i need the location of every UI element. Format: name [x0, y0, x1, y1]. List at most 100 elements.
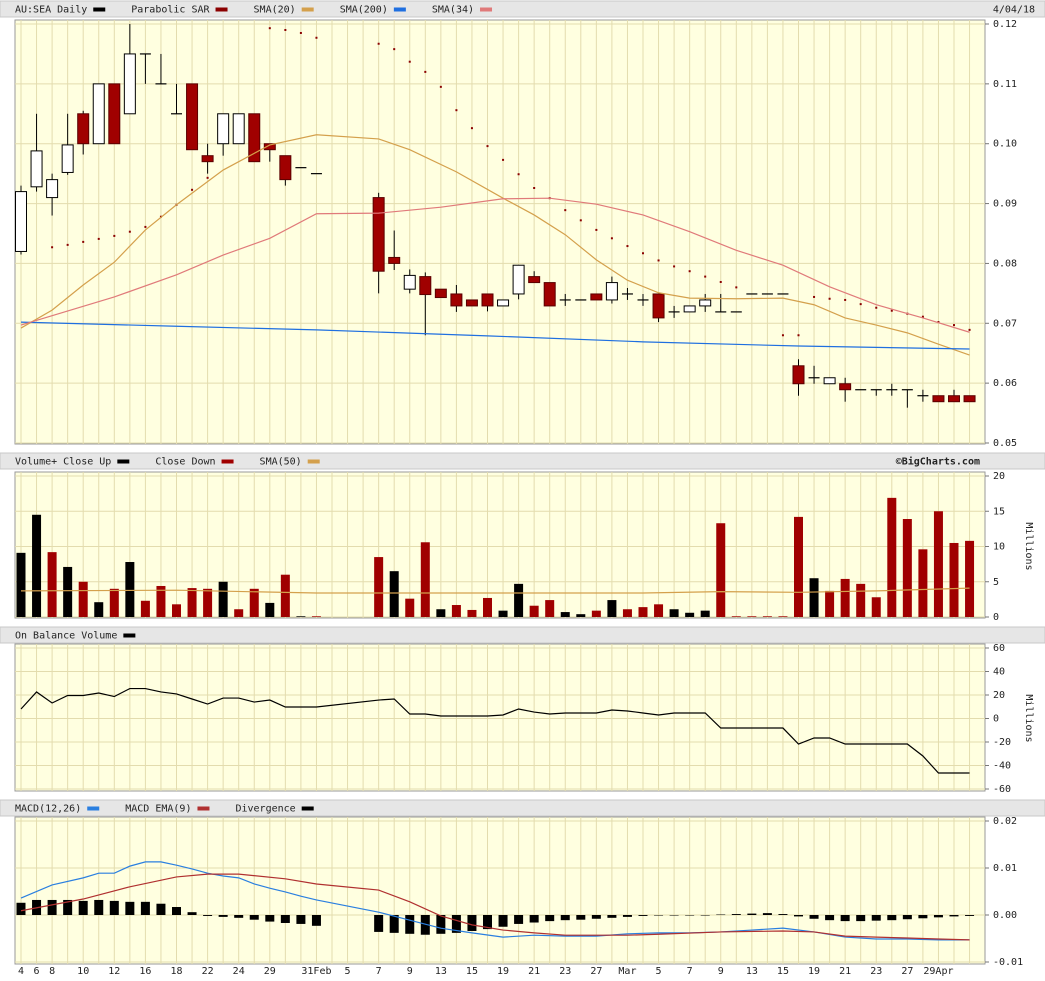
- bar: [420, 915, 430, 935]
- bar: [47, 899, 57, 915]
- x-tick-label: 19: [497, 966, 509, 977]
- bar: [529, 605, 539, 617]
- y-tick-label: 0.10: [993, 139, 1017, 150]
- sar-dot: [206, 176, 209, 179]
- bar: [63, 566, 73, 617]
- legend-swatch: [93, 7, 106, 12]
- x-tick-label: 29: [264, 966, 276, 977]
- bar: [187, 912, 197, 915]
- bar: [436, 609, 446, 617]
- bar: [296, 616, 306, 617]
- bar: [731, 616, 741, 617]
- y-axis-label: Millions: [1023, 694, 1034, 742]
- bar: [249, 915, 259, 920]
- sar-dot: [735, 286, 738, 289]
- sar-dot: [533, 187, 536, 190]
- bar: [296, 915, 306, 924]
- panel-header: [0, 799, 1045, 817]
- bar: [965, 540, 975, 617]
- bar: [467, 915, 477, 931]
- legend-label: SMA(200): [340, 5, 388, 16]
- bar: [249, 588, 259, 617]
- bar: [78, 581, 88, 617]
- sar-dot: [517, 173, 520, 176]
- series-line: [20, 587, 970, 594]
- x-tick-label: 18: [170, 966, 182, 977]
- candle-body: [388, 256, 401, 264]
- legend-label: AU:SEA Daily: [15, 5, 87, 16]
- sar-dot: [859, 303, 862, 306]
- bar: [685, 612, 695, 617]
- candle-body: [590, 293, 603, 301]
- bar: [374, 915, 384, 932]
- bar: [436, 915, 446, 934]
- sar-dot: [688, 270, 691, 273]
- bar: [545, 600, 555, 617]
- sar-dot: [875, 306, 878, 309]
- legend-swatch: [215, 7, 228, 12]
- x-tick-label: 16: [139, 966, 151, 977]
- bar: [203, 588, 213, 617]
- credit: ©BigCharts.com: [896, 456, 980, 468]
- candle-body: [372, 197, 385, 272]
- bar: [871, 915, 881, 921]
- candle-body: [108, 83, 121, 145]
- candle-body: [434, 288, 447, 299]
- bar: [622, 915, 632, 917]
- sar-dot: [97, 237, 100, 240]
- bar: [156, 903, 166, 915]
- legend-swatch: [307, 459, 320, 464]
- candle-body: [248, 113, 261, 163]
- bar: [965, 915, 975, 916]
- bar: [280, 915, 290, 923]
- candle-body: [792, 365, 805, 385]
- bar: [405, 915, 415, 934]
- bar: [389, 571, 399, 617]
- y-tick-label: 10: [993, 542, 1005, 553]
- bar: [560, 915, 570, 921]
- y-tick-label: -40: [993, 761, 1011, 772]
- candle-body: [403, 274, 416, 290]
- y-tick-label: 0.05: [993, 438, 1017, 449]
- legend-label: SMA(34): [432, 5, 474, 16]
- bar: [467, 609, 477, 617]
- x-tick-label: 7: [376, 966, 382, 977]
- candle-body: [61, 144, 74, 173]
- series-line: [20, 687, 970, 774]
- series-line: [20, 197, 970, 333]
- x-tick-label: Mar: [618, 966, 636, 977]
- x-tick-label: 5: [345, 966, 351, 977]
- bar: [311, 616, 321, 617]
- legend-swatch: [480, 7, 493, 12]
- bar: [483, 597, 492, 617]
- bar: [498, 915, 508, 927]
- candle-body: [123, 53, 136, 115]
- x-tick-label: 5: [656, 966, 662, 977]
- y-tick-label: 0.08: [993, 258, 1017, 269]
- bar: [125, 901, 135, 915]
- candle-body: [512, 264, 525, 295]
- candle-body: [46, 179, 59, 199]
- bar: [638, 607, 648, 617]
- sar-dot: [377, 42, 380, 45]
- bar: [918, 915, 928, 919]
- sar-dot: [393, 48, 396, 51]
- sar-dot: [673, 265, 676, 268]
- sar-dot: [781, 334, 784, 337]
- sar-dot: [953, 324, 955, 327]
- sar-dot: [268, 27, 271, 30]
- bar: [47, 552, 57, 617]
- sar-dot: [797, 334, 800, 337]
- candle-body: [823, 377, 836, 385]
- sar-dot: [424, 70, 427, 73]
- x-tick-label: 15: [466, 966, 478, 977]
- bar: [63, 899, 73, 915]
- candle-body: [481, 293, 494, 307]
- bar: [887, 497, 897, 617]
- bar: [94, 602, 104, 617]
- x-tick-label: 10: [77, 966, 89, 977]
- candle-body: [543, 282, 556, 307]
- legend-swatch: [221, 459, 234, 464]
- sar-dot: [470, 127, 473, 130]
- bar: [280, 574, 290, 617]
